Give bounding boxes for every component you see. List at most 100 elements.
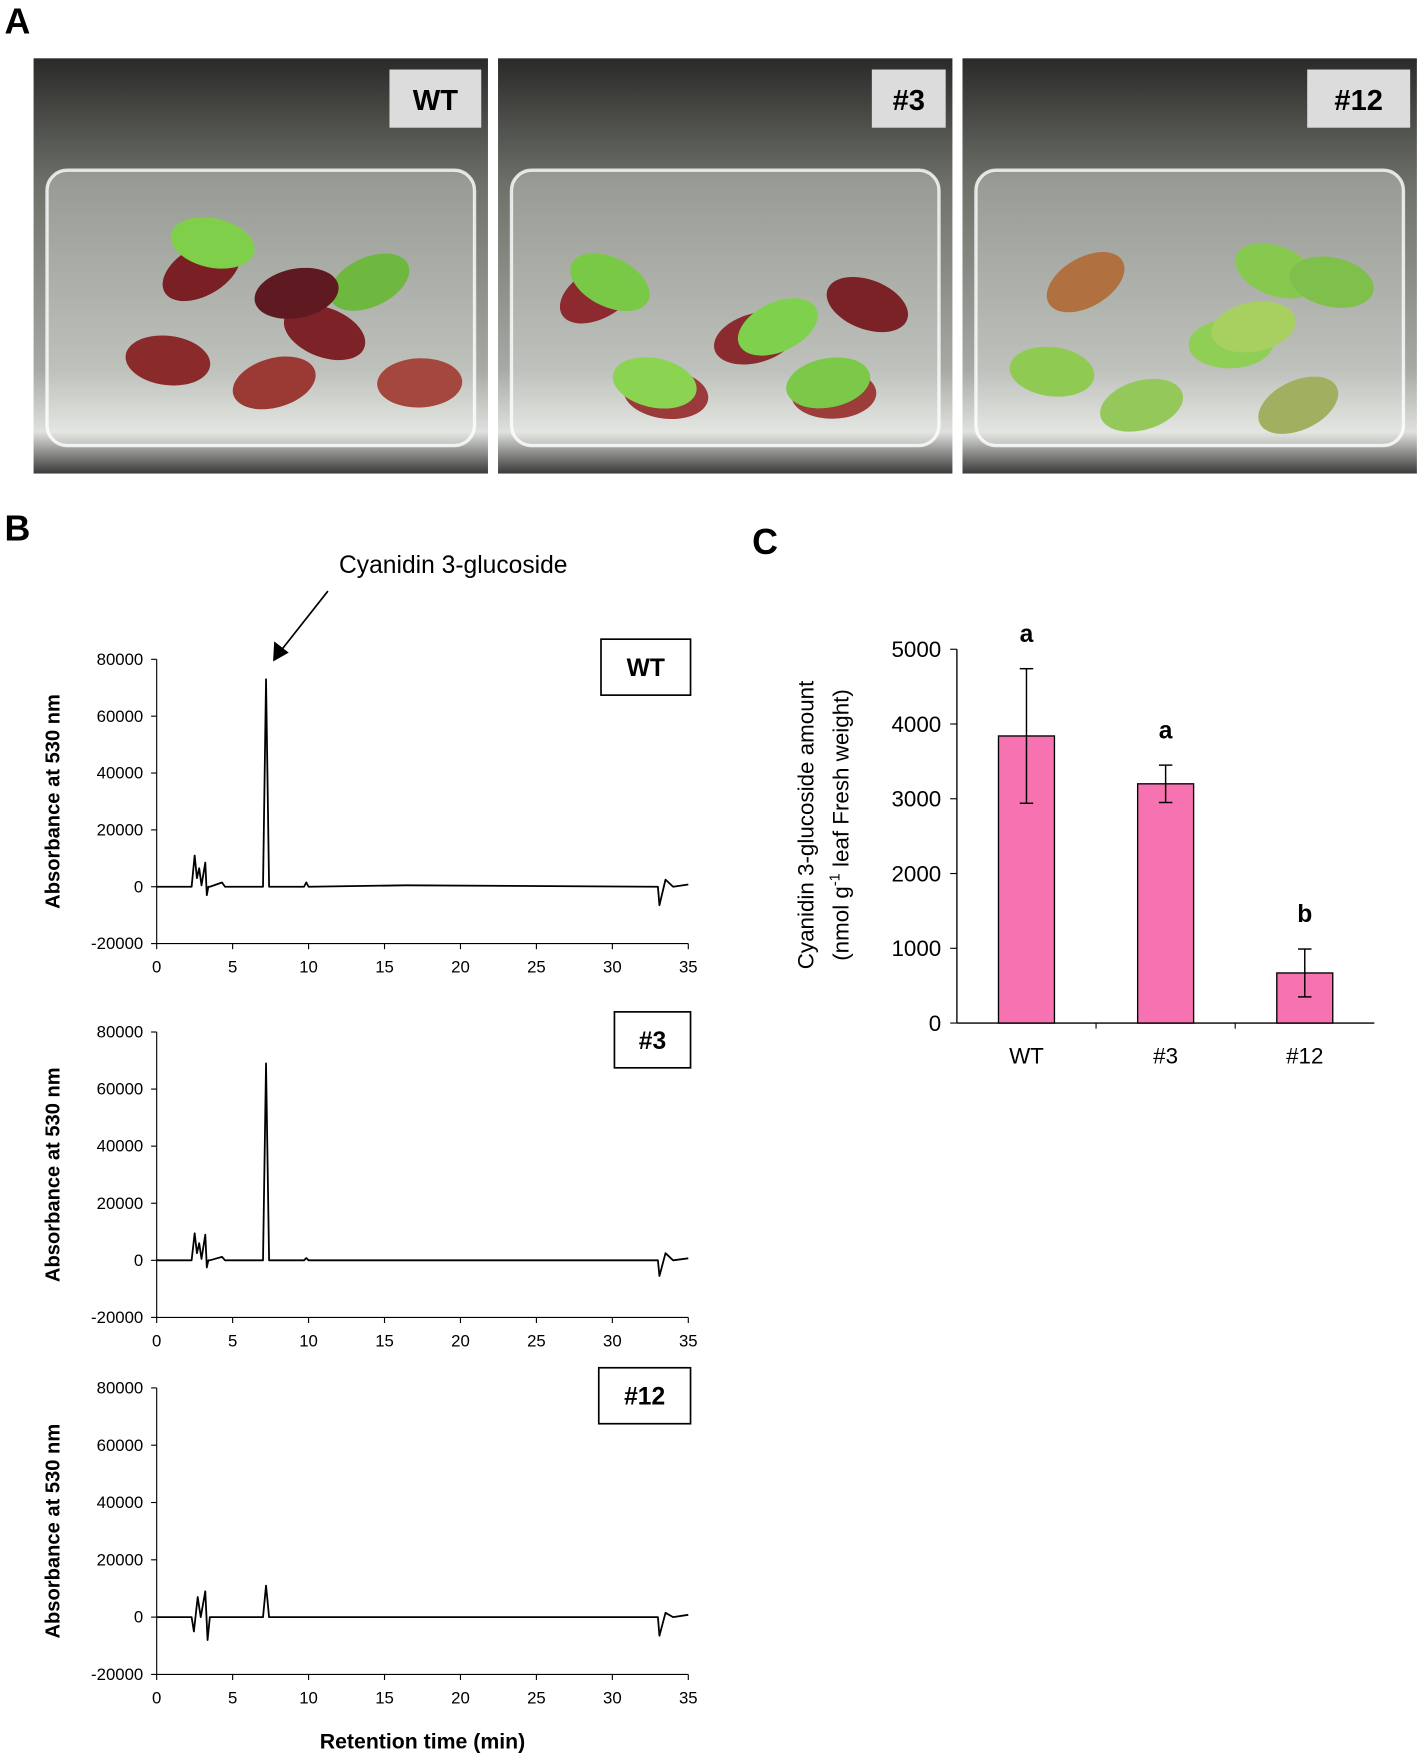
y-tick-label: 0 [134,1608,143,1627]
sample-label-box [613,1011,692,1069]
leaf [1009,346,1095,397]
x-tick-label: 20 [451,958,470,977]
y-tick-label: 80000 [97,1379,144,1398]
leaf [1211,301,1296,353]
significance-letter: a [1159,717,1173,744]
photo-label-box [871,69,946,128]
x-tick-label: 15 [375,1689,394,1708]
y-tick-label: 20000 [97,1194,144,1213]
x-tick-label: 10 [299,958,318,977]
y-axis-label: Absorbance at 530 nm [42,1067,64,1282]
y-tick-label: 2000 [891,861,941,886]
x-tick-label: 30 [603,1689,622,1708]
leaf [1100,378,1184,432]
y-tick-label: 0 [929,1011,941,1036]
chromatogram-line [156,1062,689,1277]
y-tick-label: 3000 [891,787,941,812]
y-axis-label: Absorbance at 530 nm [42,1424,64,1639]
sample-label-box [600,638,692,696]
x-axis-label: Retention time (min) [320,1729,525,1753]
error-bar [1158,764,1173,804]
x-tick-label: 5 [228,1331,237,1350]
y-tick-label: -20000 [91,1665,143,1684]
leaf [612,357,697,409]
annotation-arrow [281,590,329,650]
x-tick-label: 35 [679,1331,698,1350]
x-tick-label: 10 [299,1689,318,1708]
x-tick-label: 25 [527,1689,546,1708]
leaf [377,358,463,408]
y-tick-label: 60000 [97,1436,144,1455]
y-axis-label-part: (nmol g [828,886,853,961]
significance-letter: a [1020,621,1034,648]
x-tick-label: 0 [152,958,161,977]
x-tick-label: #12 [1286,1043,1323,1068]
x-tick-label: 25 [527,958,546,977]
leaf [170,217,255,269]
x-tick-label: 15 [375,958,394,977]
sample-label: #3 [639,1028,666,1055]
sample-label: #12 [624,1384,665,1411]
photo-label: WT [413,85,458,117]
leaf [1258,376,1339,434]
leaf [254,267,339,319]
y-tick-label: 5000 [891,637,941,662]
significance-letter: b [1297,901,1312,928]
x-tick-label: 5 [228,1689,237,1708]
leaf [1046,252,1125,313]
photo: #12 [962,58,1417,474]
x-tick-label: 15 [375,1331,394,1350]
y-tick-label: 60000 [97,1080,144,1099]
error-bar [1298,948,1312,998]
panel-label: B [4,509,30,549]
x-tick-label: 0 [152,1331,161,1350]
photo: #3 [498,58,953,474]
error-bar [1019,667,1034,804]
y-tick-label: -20000 [91,934,143,953]
leaf [570,253,650,312]
bar [1136,783,1195,1024]
y-tick-label: -20000 [91,1308,143,1327]
x-tick-label: 30 [603,958,622,977]
leaf [826,276,909,333]
jar-glass [974,168,1406,448]
sample-label: WT [627,655,665,682]
y-tick-label: 80000 [97,1023,144,1042]
chromatogram-line [156,1584,689,1641]
y-axis-label: Cyanidin 3-glucoside amount [794,680,819,969]
leaf [125,335,211,386]
y-tick-label: 40000 [97,1137,144,1156]
x-tick-label: 5 [228,958,237,977]
y-tick-label: 20000 [97,820,144,839]
y-tick-label: 40000 [97,764,144,783]
x-tick-label: 35 [679,1689,698,1708]
x-tick-label: WT [1009,1043,1044,1068]
leaf [737,298,818,356]
x-tick-label: 0 [152,1689,161,1708]
photo: WT [33,58,488,474]
y-tick-label: 20000 [97,1550,144,1569]
leaf [1289,256,1374,308]
x-tick-label: 30 [603,1331,622,1350]
panel-label: C [752,522,778,562]
x-tick-label: 20 [451,1331,470,1350]
x-tick-label: 20 [451,1689,470,1708]
annotation: Cyanidin 3-glucoside [339,552,567,579]
chromatogram-line [156,678,689,907]
y-tick-label: 80000 [97,650,144,669]
sample-label-box [597,1366,692,1425]
y-tick-label: 1000 [891,936,941,961]
y-tick-label: 0 [134,877,143,896]
panel-label: A [4,2,30,42]
photo-label: #12 [1334,85,1383,117]
photo-label-box [389,69,482,128]
x-tick-label: #3 [1153,1043,1178,1068]
y-tick-label: 0 [134,1251,143,1270]
leaf [283,304,366,361]
x-tick-label: 10 [299,1331,318,1350]
y-axis-label-superscript: -1 [827,873,843,886]
leaf [786,357,871,409]
y-axis-label: Absorbance at 530 nm [42,694,64,909]
